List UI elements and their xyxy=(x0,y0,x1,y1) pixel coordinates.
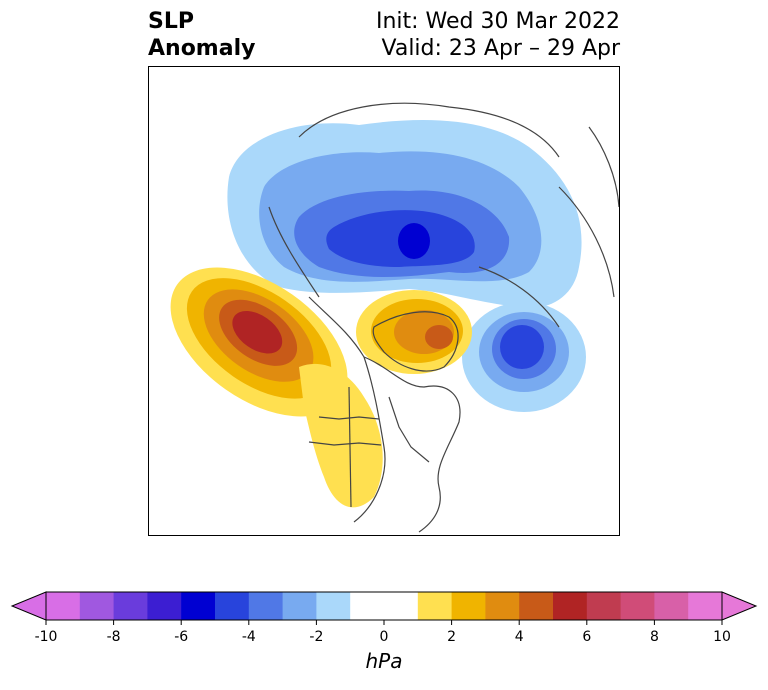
colorbar-bin xyxy=(46,592,81,620)
title-variable: SLP xyxy=(148,9,194,34)
colorbar-tick-label: 8 xyxy=(650,629,659,645)
map-panel xyxy=(148,66,620,536)
colorbar-tick-label: 4 xyxy=(515,629,524,645)
colorbar-tick-label: -10 xyxy=(35,629,58,645)
colorbar: -10 -8 -6 -4 -2 0 2 4 6 8 10 hPa xyxy=(0,588,768,686)
colorbar-bin xyxy=(282,592,317,620)
colorbar-tick-label: 0 xyxy=(380,629,389,645)
colorbar-over-arrow xyxy=(721,591,758,621)
colorbar-bin xyxy=(248,592,284,620)
colorbar-tick-label: -4 xyxy=(242,629,256,645)
colorbar-tick-label: -2 xyxy=(309,629,323,645)
colorbar-bin xyxy=(485,592,520,620)
colorbar-bin xyxy=(384,592,419,620)
colorbar-tick-label: 2 xyxy=(447,629,456,645)
colorbar-bin xyxy=(688,592,723,620)
colorbar-bin xyxy=(113,592,148,620)
anomaly-map xyxy=(170,102,619,533)
colorbar-bin xyxy=(316,592,351,620)
colorbar-bin xyxy=(350,592,385,620)
arctic-low xyxy=(227,120,582,308)
title-variable-2: Anomaly xyxy=(148,36,256,61)
valid-range: Valid: 23 Apr – 29 Apr xyxy=(381,36,621,61)
colorbar-bin xyxy=(181,592,216,620)
colorbar-tick-label: -6 xyxy=(174,629,188,645)
chart-dates: Init: Wed 30 Mar 2022 Valid: 23 Apr – 29… xyxy=(376,8,620,62)
colorbar-bin xyxy=(654,592,689,620)
colorbar-bin xyxy=(620,592,655,620)
colorbar-tick-label: 6 xyxy=(582,629,591,645)
colorbar-bin xyxy=(79,592,115,620)
colorbar-bin xyxy=(519,592,554,620)
colorbar-bin xyxy=(451,592,486,620)
colorbar-bin xyxy=(417,592,453,620)
colorbar-bin xyxy=(586,592,622,620)
colorbar-tick-label: 10 xyxy=(713,629,731,645)
colorbar-under-arrow xyxy=(10,591,47,621)
init-date: Init: Wed 30 Mar 2022 xyxy=(375,9,620,34)
colorbar-bin xyxy=(147,592,182,620)
colorbar-tick-label: -8 xyxy=(107,629,121,645)
colorbar-bin xyxy=(215,592,250,620)
north-atlantic-low xyxy=(462,302,586,412)
coastlines xyxy=(268,102,619,533)
colorbar-graphic: -10 -8 -6 -4 -2 0 2 4 6 8 10 hPa xyxy=(10,591,758,673)
chart-title: SLP Anomaly xyxy=(148,8,255,62)
colorbar-unit-label: hPa xyxy=(366,649,403,673)
colorbar-bin xyxy=(553,592,588,620)
